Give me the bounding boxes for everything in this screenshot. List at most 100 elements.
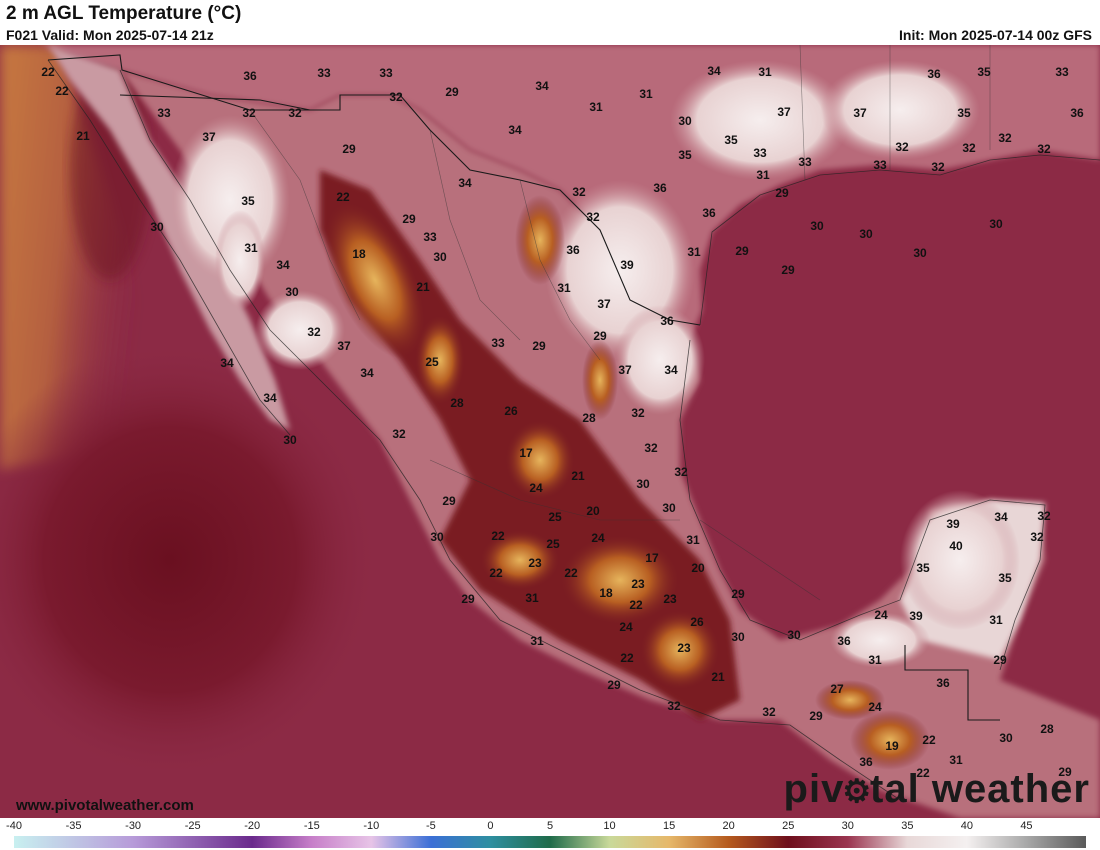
temperature-label: 17 — [519, 446, 533, 460]
temperature-label: 32 — [572, 185, 586, 199]
temperature-label: 37 — [777, 105, 791, 119]
temperature-label: 35 — [916, 561, 930, 575]
temperature-label: 31 — [530, 634, 544, 648]
temperature-label: 31 — [868, 653, 882, 667]
temperature-label: 32 — [962, 141, 976, 155]
temperature-label: 34 — [994, 510, 1008, 524]
temperature-label: 34 — [458, 176, 472, 190]
map-header: 2 m AGL Temperature (°C) F021 Valid: Mon… — [0, 0, 1100, 45]
cool-zone-guatemala — [850, 710, 930, 770]
temperature-label: 36 — [702, 206, 716, 220]
colorbar — [14, 836, 1086, 848]
cool-zone-nuevo-leon — [582, 340, 618, 420]
temperature-label: 25 — [548, 510, 562, 524]
temperature-label: 35 — [957, 106, 971, 120]
temperature-label: 32 — [307, 325, 321, 339]
temperature-label: 40 — [949, 539, 963, 553]
temperature-label: 30 — [636, 477, 650, 491]
scale-tick-label: -30 — [125, 820, 142, 832]
temperature-label: 32 — [644, 441, 658, 455]
temperature-label: 30 — [913, 246, 927, 260]
temperature-label: 31 — [525, 591, 539, 605]
temperature-label: 24 — [874, 608, 888, 622]
temperature-label: 34 — [220, 356, 234, 370]
temperature-label: 30 — [678, 114, 692, 128]
temperature-label: 24 — [619, 620, 633, 634]
temperature-label: 33 — [157, 106, 171, 120]
temperature-label: 30 — [430, 530, 444, 544]
cool-zone-durango — [323, 201, 427, 359]
temperature-label: 29 — [445, 85, 459, 99]
temperature-label: 29 — [993, 653, 1007, 667]
scale-tick-label: 30 — [841, 820, 854, 832]
temperature-label: 23 — [631, 577, 645, 591]
temperature-label: 34 — [664, 363, 678, 377]
temperature-label: 30 — [433, 250, 447, 264]
temperature-label: 35 — [998, 571, 1012, 585]
temperature-label: 24 — [591, 531, 605, 545]
cool-zone-mexico-city — [560, 535, 680, 625]
temperature-label: 32 — [674, 465, 688, 479]
temperature-label: 34 — [360, 366, 374, 380]
hot-zone-baja — [215, 210, 265, 310]
temperature-label: 32 — [392, 427, 406, 441]
temperature-label: 36 — [566, 243, 580, 257]
temperature-label: 30 — [787, 628, 801, 642]
temperature-label: 29 — [342, 142, 356, 156]
scale-tick-label: -10 — [363, 820, 380, 832]
temperature-label: 29 — [402, 212, 416, 226]
temperature-label: 32 — [288, 106, 302, 120]
temperature-label: 30 — [731, 630, 745, 644]
temperature-label: 23 — [663, 592, 677, 606]
scale-tick-label: -40 — [6, 820, 22, 832]
temperature-label: 19 — [885, 739, 899, 753]
temperature-label: 29 — [532, 339, 546, 353]
temperature-label: 34 — [535, 79, 549, 93]
temperature-label: 22 — [620, 651, 634, 665]
temperature-label: 22 — [491, 529, 505, 543]
temperature-label: 23 — [528, 556, 542, 570]
temperature-label: 33 — [491, 336, 505, 350]
hot-zone-sinaloa — [255, 290, 345, 370]
cool-zone-chiapas — [815, 680, 885, 720]
temperature-label: 32 — [389, 90, 403, 104]
scale-tick-label: 5 — [546, 820, 554, 832]
temperature-label: 34 — [276, 258, 290, 272]
scale-tick-label: -5 — [425, 820, 436, 832]
cool-zone-oaxaca — [640, 610, 720, 690]
temperature-label: 21 — [76, 129, 90, 143]
color-scale: -40 -35 -30 -25 -20 -15 -10 -5 0 5 10 15 20 25 30 35 40 4… — [0, 818, 1100, 850]
temperature-label: 37 — [202, 130, 216, 144]
temperature-label: 23 — [677, 641, 691, 655]
temperature-label: 27 — [830, 682, 844, 696]
temperature-map: 22 22 21 30 36 33 33 32 29 34 34 31 36 35 33 33 32 32 31 31… — [0, 45, 1100, 818]
temperature-label: 35 — [678, 148, 692, 162]
temperature-label: 22 — [564, 566, 578, 580]
cool-zone-central — [505, 420, 575, 500]
temperature-label: 22 — [55, 84, 69, 98]
temperature-label: 33 — [873, 158, 887, 172]
temperature-label: 29 — [442, 494, 456, 508]
temperature-label: 33 — [423, 230, 437, 244]
temperature-label: 30 — [859, 227, 873, 241]
scale-tick-label: 20 — [722, 820, 735, 832]
temperature-label: 32 — [931, 160, 945, 174]
scale-tick-label: 45 — [1020, 820, 1033, 832]
temperature-label: 33 — [753, 146, 767, 160]
map-canvas — [0, 45, 1100, 818]
temperature-label: 31 — [686, 533, 700, 547]
temperature-label: 37 — [597, 297, 611, 311]
scale-tick-label: -25 — [184, 820, 201, 832]
temperature-label: 39 — [620, 258, 634, 272]
scale-tick-label: 25 — [782, 820, 795, 832]
temperature-label: 32 — [998, 131, 1012, 145]
temperature-label: 32 — [762, 705, 776, 719]
colorbar-fill — [14, 836, 1086, 848]
temperature-label: 31 — [756, 168, 770, 182]
temperature-label: 21 — [711, 670, 725, 684]
temperature-label: 31 — [687, 245, 701, 259]
temperature-label: 30 — [662, 501, 676, 515]
hot-zone-tamaulipas — [615, 305, 705, 415]
scale-tick-labels: -40 -35 -30 -25 -20 -15 -10 -5 0 5 10 15 20 25 30 35 40 4… — [0, 818, 1100, 834]
valid-time: F021 Valid: Mon 2025-07-14 21z — [6, 27, 214, 43]
